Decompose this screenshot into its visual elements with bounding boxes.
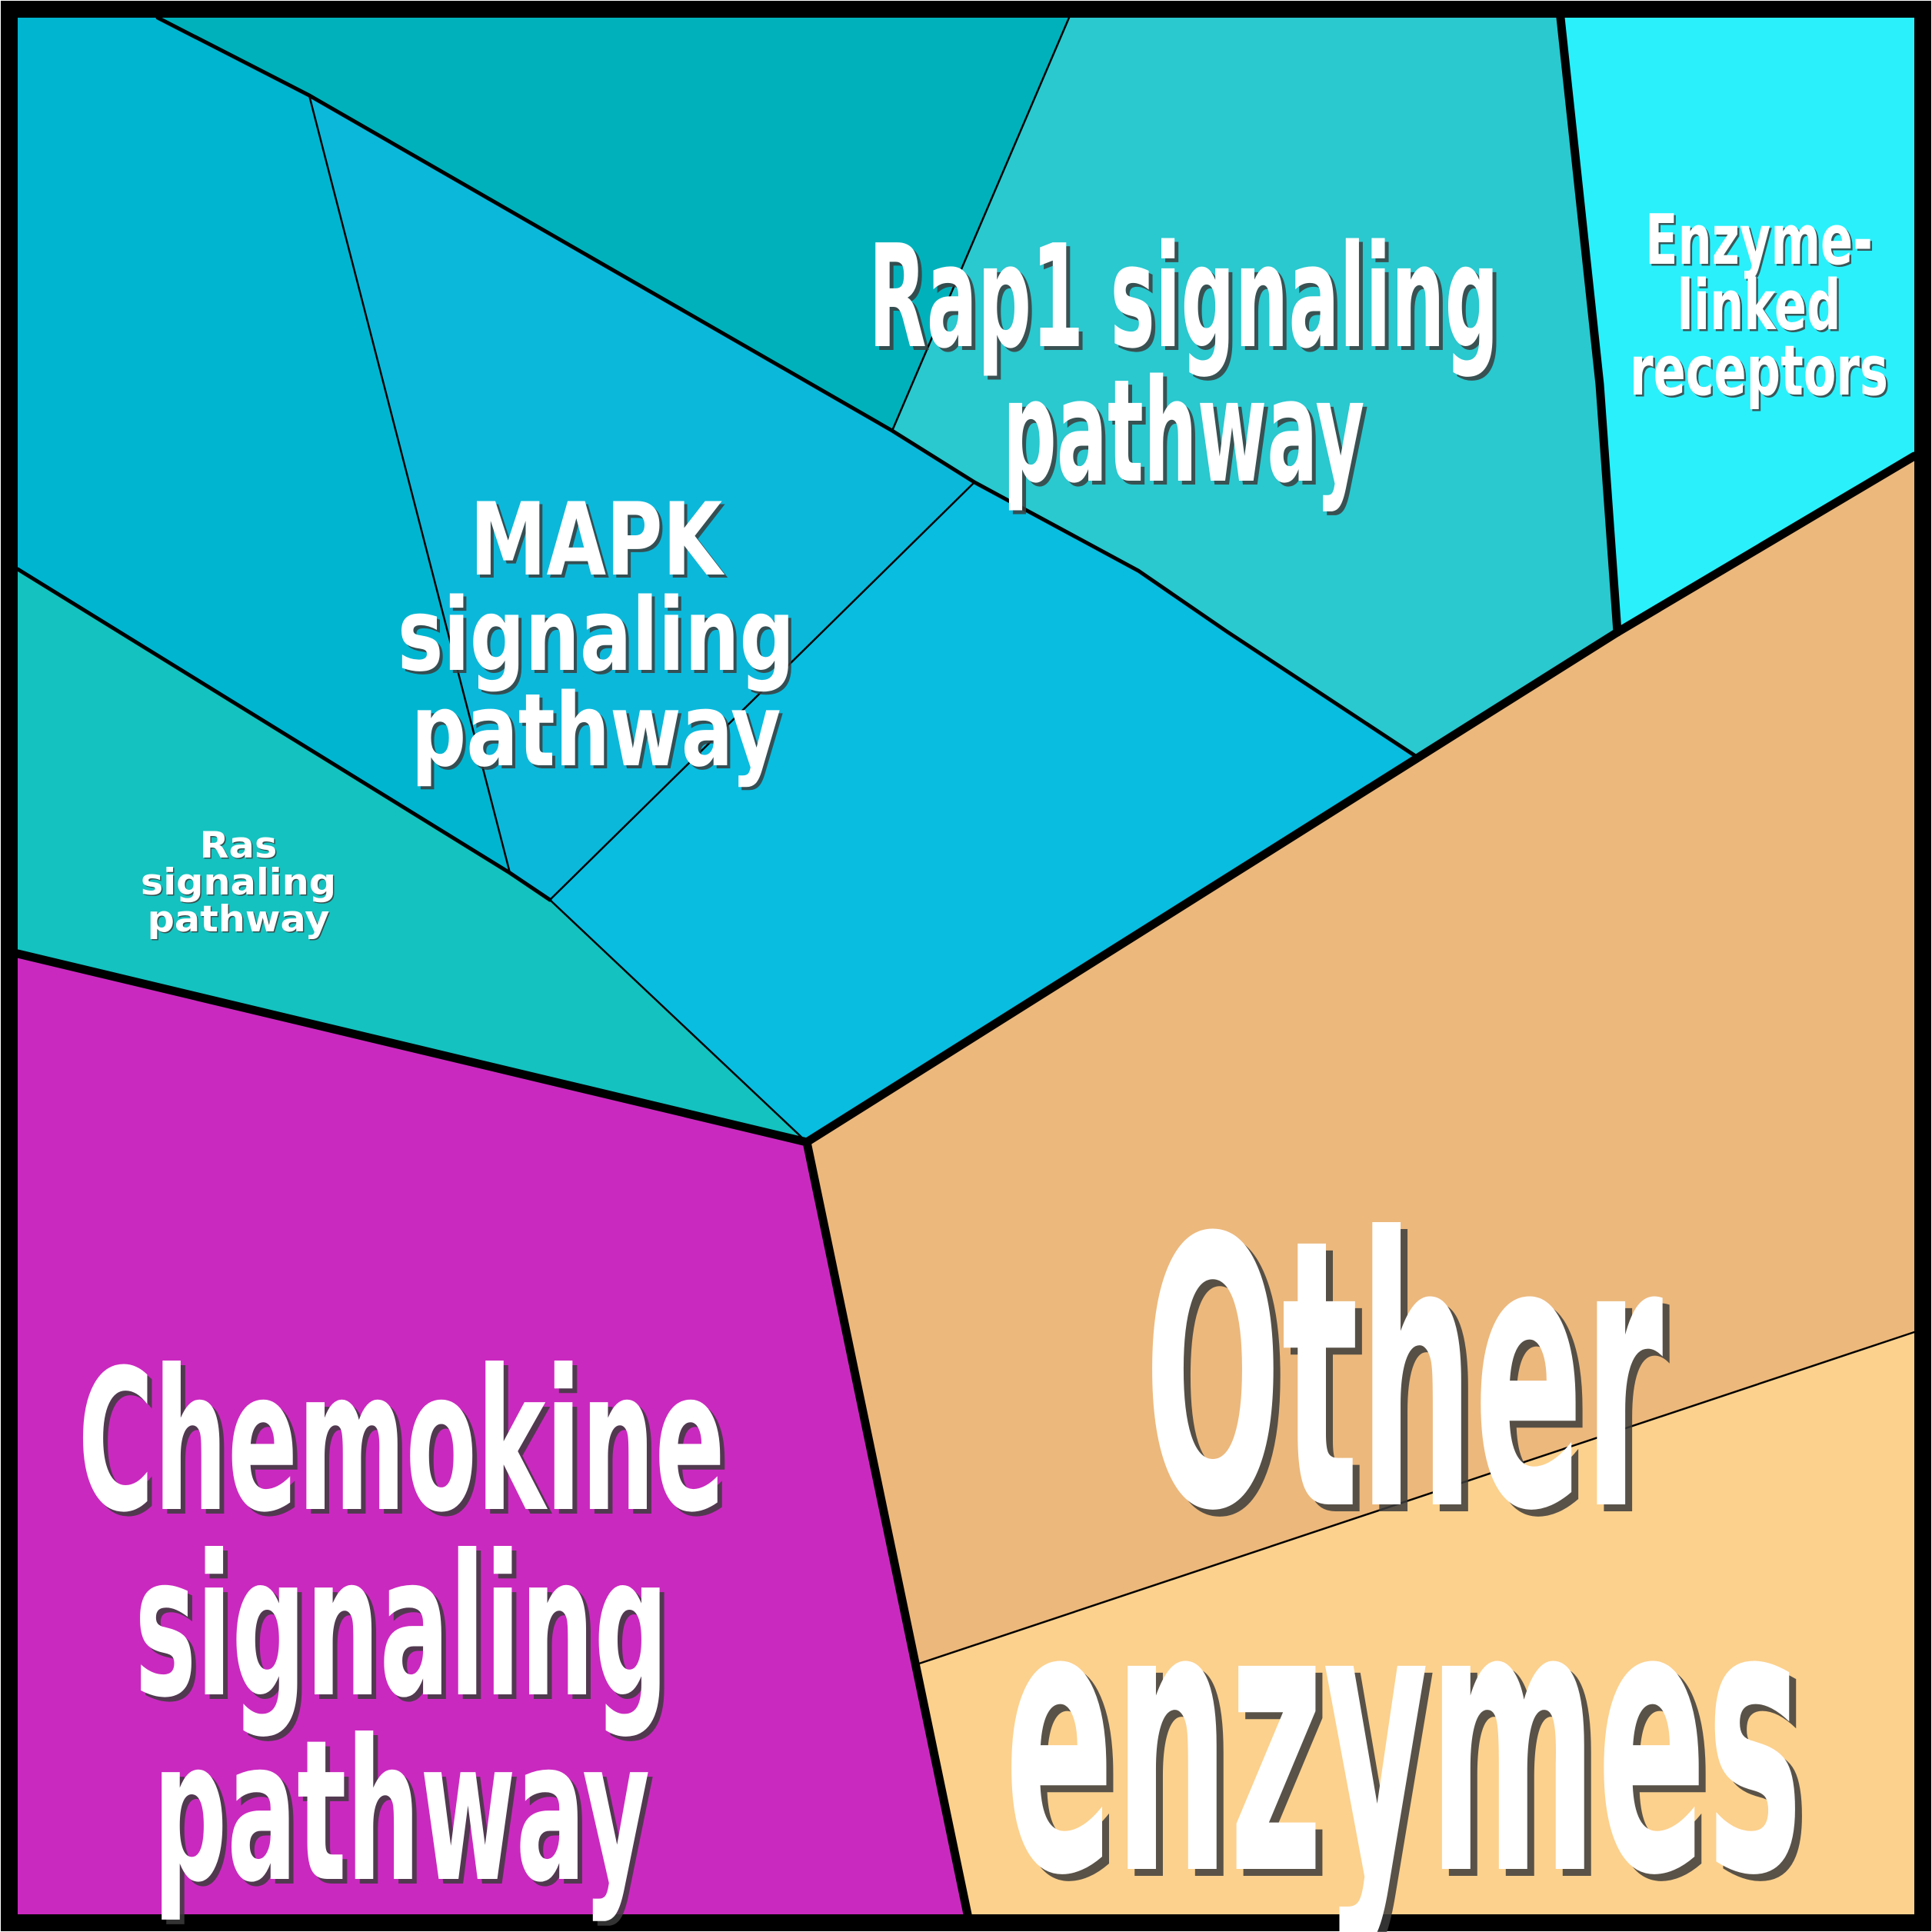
border-tan-sub <box>918 1331 1916 1665</box>
label-line: receptors <box>1630 331 1888 411</box>
label-line: Ras <box>200 824 278 867</box>
label-line: MAPK <box>473 485 728 602</box>
border-ras-tip-sub <box>548 898 808 1144</box>
label-line: receptors <box>1632 333 1890 414</box>
border-receptors-left <box>1556 13 1622 637</box>
border-mapk-right-sub <box>548 481 976 901</box>
label-other-enzymes-shadow: Other enzymes <box>1011 1166 1810 1932</box>
region-upper-left-cyan <box>18 18 510 873</box>
region-other-enzymes[interactable] <box>807 456 1914 1664</box>
label-line: Other <box>1151 1166 1671 1599</box>
label-line: Other <box>1144 1159 1664 1592</box>
label-enzyme-linked-shadow: Enzyme-linked receptors <box>1632 202 1890 414</box>
label-line: pathway <box>411 672 781 790</box>
label-line: signaling <box>398 577 794 695</box>
label-enzyme-linked: Enzyme-linked receptors <box>1630 200 1888 411</box>
border-chemokine-top <box>13 949 811 1147</box>
label-line: linked <box>1679 268 1843 348</box>
label-line: Chemokine <box>78 1327 724 1555</box>
label-line: pathway <box>1007 353 1369 518</box>
label-line: pathway <box>148 900 331 942</box>
label-mapk-shadow: MAPK signaling pathway <box>401 485 798 793</box>
label-line: signaling <box>401 580 798 698</box>
label-line: pathway <box>148 898 330 941</box>
region-mapk-signaling-pathway[interactable] <box>309 95 974 900</box>
label-line: pathway <box>158 1702 655 1930</box>
label-line: Enzyme- <box>1645 200 1873 281</box>
label-line: Rap1 signaling <box>868 215 1499 380</box>
region-rap1-signaling-pathway[interactable] <box>892 18 1617 758</box>
label-line: Chemokine <box>82 1332 729 1560</box>
label-chemokine-shadow: Chemokine signaling pathway <box>82 1332 729 1930</box>
border-chemokine-right <box>802 1138 972 1919</box>
label-chemokine: Chemokine signaling pathway <box>78 1327 724 1925</box>
label-rap1-shadow: Rap1 signaling pathway <box>872 218 1503 518</box>
label-ras: Ras signaling pathway <box>141 824 336 941</box>
borders-layer <box>13 13 1919 1919</box>
label-ras-shadow: Ras signaling pathway <box>142 826 337 942</box>
label-line: Ras <box>201 826 278 868</box>
label-line: Rap1 signaling <box>872 218 1503 384</box>
label-other-enzymes: Other enzymes <box>1004 1159 1803 1932</box>
label-line: signaling <box>135 1513 668 1740</box>
region-chemokine-signaling-pathway[interactable] <box>18 954 968 1914</box>
border-steep-sub <box>308 94 511 874</box>
region-top-teal <box>158 18 1069 431</box>
border-enzymes-receptors <box>1613 451 1919 637</box>
border-teal-rap1-sub <box>891 16 1071 432</box>
label-line: MAPK <box>470 481 724 599</box>
region-mid-cyan <box>550 482 1419 1142</box>
label-mapk: MAPK signaling pathway <box>398 481 794 790</box>
label-line: pathway <box>415 675 784 793</box>
border-enzymes-top <box>802 628 1622 1147</box>
label-line: enzymes <box>1004 1524 1803 1932</box>
label-line: signaling <box>139 1517 673 1745</box>
label-line: Enzyme- <box>1647 202 1875 283</box>
region-enzyme-linked-receptors[interactable] <box>1561 18 1914 632</box>
region-light-tan <box>919 1332 1914 1914</box>
label-line: linked <box>1677 265 1841 346</box>
label-line: pathway <box>153 1697 650 1925</box>
label-line: signaling <box>142 863 337 905</box>
label-rap1: Rap1 signaling pathway <box>868 215 1499 515</box>
label-line: enzymes <box>1011 1531 1810 1932</box>
label-line: signaling <box>141 861 336 904</box>
regions-layer <box>18 18 1914 1914</box>
label-line: pathway <box>1003 349 1365 515</box>
